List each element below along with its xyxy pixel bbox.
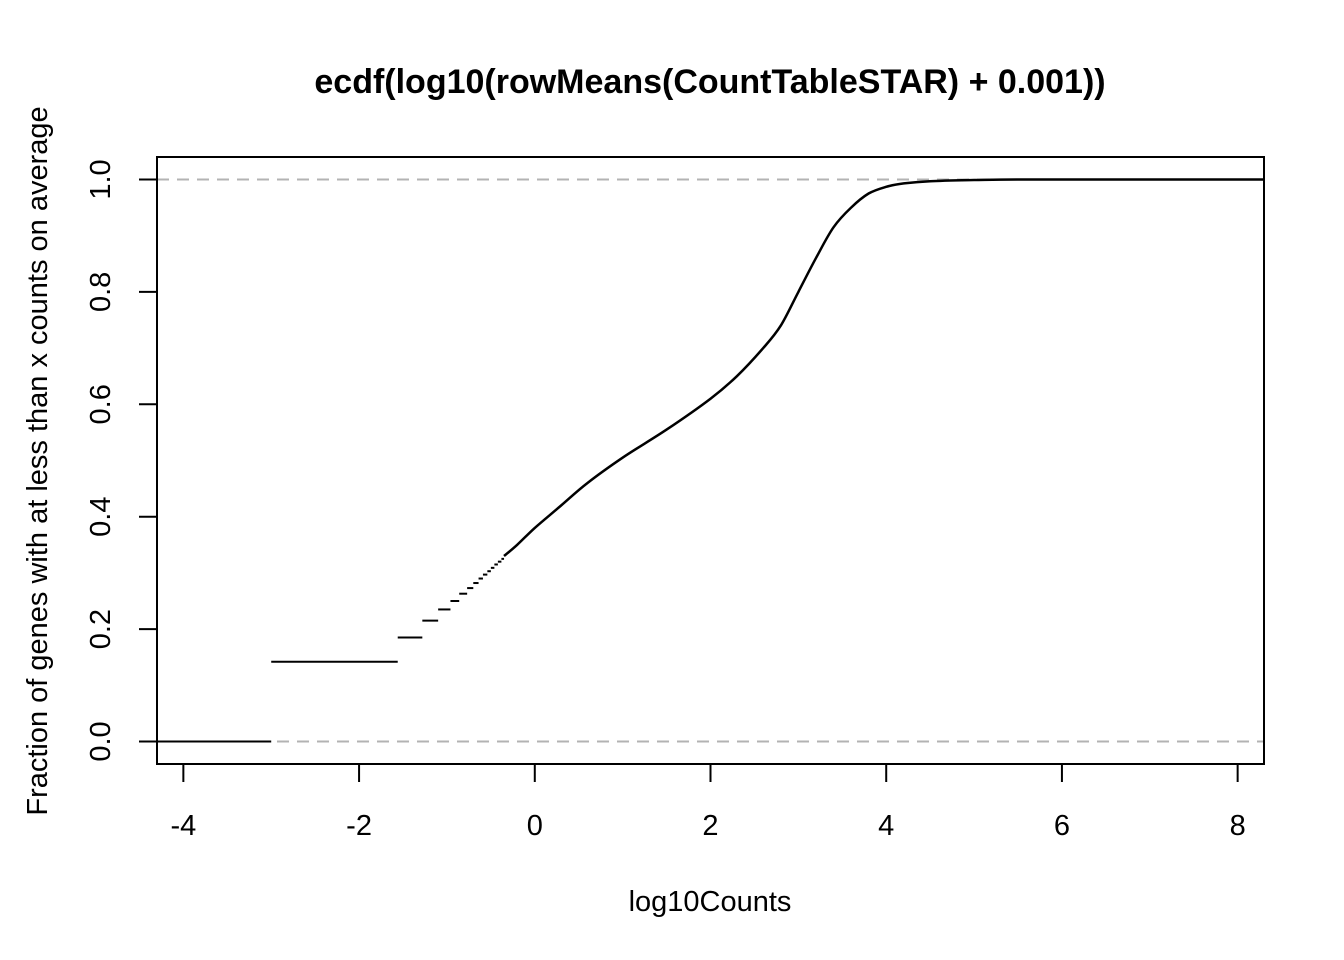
y-tick-label-2: 0.4 (85, 497, 117, 537)
y-axis-label: Fraction of genes with at less than x co… (22, 106, 54, 815)
x-tick-label-0: -4 (170, 810, 196, 842)
y-tick-label-1: 0.2 (85, 609, 117, 649)
plot-frame (156, 156, 1265, 765)
x-tick-label-3: 2 (702, 810, 718, 842)
x-tick-label-1: -2 (346, 810, 372, 842)
x-axis: -4 -2 0 2 4 6 8 (170, 763, 1246, 842)
x-tick-label-4: 4 (878, 810, 894, 842)
ecdf-curve-layer (503, 178, 1264, 557)
ecdf-curve (503, 178, 1264, 557)
reference-lines (157, 178, 1264, 743)
x-axis-label: log10Counts (629, 886, 792, 918)
x-tick-label-2: 0 (527, 810, 543, 842)
chart-title: ecdf(log10(rowMeans(CountTableSTAR) + 0.… (314, 63, 1105, 101)
x-tick-label-6: 8 (1230, 810, 1246, 842)
y-tick-label-5: 1.0 (85, 159, 117, 199)
y-axis: 0.0 0.2 0.4 0.6 0.8 1.0 (85, 159, 158, 762)
y-tick-label-3: 0.6 (85, 384, 117, 424)
ecdf-steps (157, 557, 505, 743)
y-tick-label-0: 0.0 (85, 721, 117, 761)
x-tick-label-5: 6 (1054, 810, 1070, 842)
y-tick-label-4: 0.8 (85, 272, 117, 312)
